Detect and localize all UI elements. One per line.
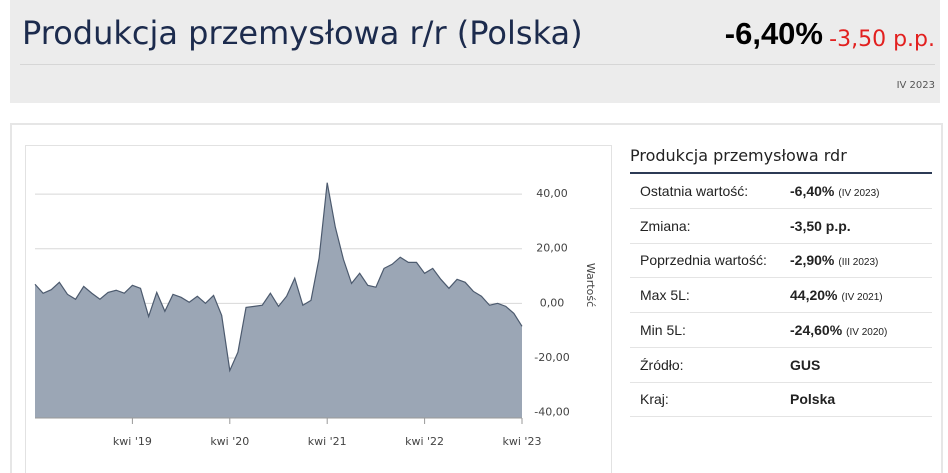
row-value: 44,20% <box>790 287 838 304</box>
row-value-cell: -3,50 p.p. <box>790 218 851 234</box>
row-value: -2,90% <box>790 252 835 269</box>
row-label: Kraj: <box>640 391 669 408</box>
row-value-cell: GUS <box>790 357 820 373</box>
y-tick-label: 0,00 <box>540 296 565 309</box>
row-value-cell: -6,40% (IV 2023) <box>790 183 880 199</box>
x-tick-label: kwi '23 <box>503 435 542 448</box>
y-tick-label: 40,00 <box>536 187 568 200</box>
row-label: Źródło: <box>640 356 684 373</box>
row-label: Zmiana: <box>640 217 691 234</box>
table-row: Max 5L: 44,20% (IV 2021) <box>630 278 932 314</box>
row-value-cell: -2,90% (III 2023) <box>790 252 878 268</box>
row-value: GUS <box>790 356 821 373</box>
divider <box>20 64 935 65</box>
row-value-cell: -24,60% (IV 2020) <box>790 322 887 338</box>
row-value-cell: Polska <box>790 391 835 407</box>
y-tick-label: -40,00 <box>534 406 569 419</box>
table-row: Źródło: GUS <box>630 348 932 383</box>
row-note: (IV 2021) <box>841 292 883 304</box>
chart-frame <box>25 145 612 473</box>
y-tick-label: 20,00 <box>536 242 568 255</box>
table-underline <box>630 172 932 174</box>
row-label: Min 5L: <box>640 321 686 338</box>
row-note: (IV 2020) <box>846 326 888 338</box>
row-label: Ostatnia wartość: <box>640 183 749 199</box>
x-tick-label: kwi '19 <box>113 435 152 448</box>
row-note: (IV 2023) <box>838 188 880 199</box>
header <box>10 0 940 103</box>
row-value: -6,40% <box>790 183 835 199</box>
row-value: -3,50 p.p. <box>790 217 851 234</box>
latest-value: -6,40% <box>724 16 823 51</box>
table-row: Min 5L: -24,60% (IV 2020) <box>630 313 932 348</box>
row-value: Polska <box>790 391 836 408</box>
table-row: Poprzednia wartość: -2,90% (III 2023) <box>630 243 932 279</box>
row-value-cell: 44,20% (IV 2021) <box>790 287 883 303</box>
x-tick-label: kwi '21 <box>308 435 347 448</box>
y-axis-title: Wartość <box>584 263 597 307</box>
row-note: (III 2023) <box>838 257 879 269</box>
area <box>35 182 522 418</box>
table-row: Ostatnia wartość: -6,40% (IV 2023) <box>630 174 932 209</box>
x-tick-label: kwi '20 <box>210 435 249 448</box>
row-label: Poprzednia wartość: <box>640 252 767 269</box>
table-row: Kraj: Polska <box>630 382 932 418</box>
table-row: Zmiana: -3,50 p.p. <box>630 209 932 244</box>
change: -3,50 p.p. <box>829 27 935 52</box>
y-tick-label: -20,00 <box>534 351 569 364</box>
period: IV 2023 <box>896 80 935 91</box>
line <box>34 182 523 373</box>
page-title: Produkcja przemysłowa r/r (Polska) <box>22 14 583 52</box>
x-tick-label: kwi '22 <box>405 435 444 448</box>
row-value: -24,60% <box>790 321 843 338</box>
table-title: Produkcja przemysłowa rdr <box>630 146 847 165</box>
row-label: Max 5L: <box>640 287 690 304</box>
panel <box>10 123 943 473</box>
